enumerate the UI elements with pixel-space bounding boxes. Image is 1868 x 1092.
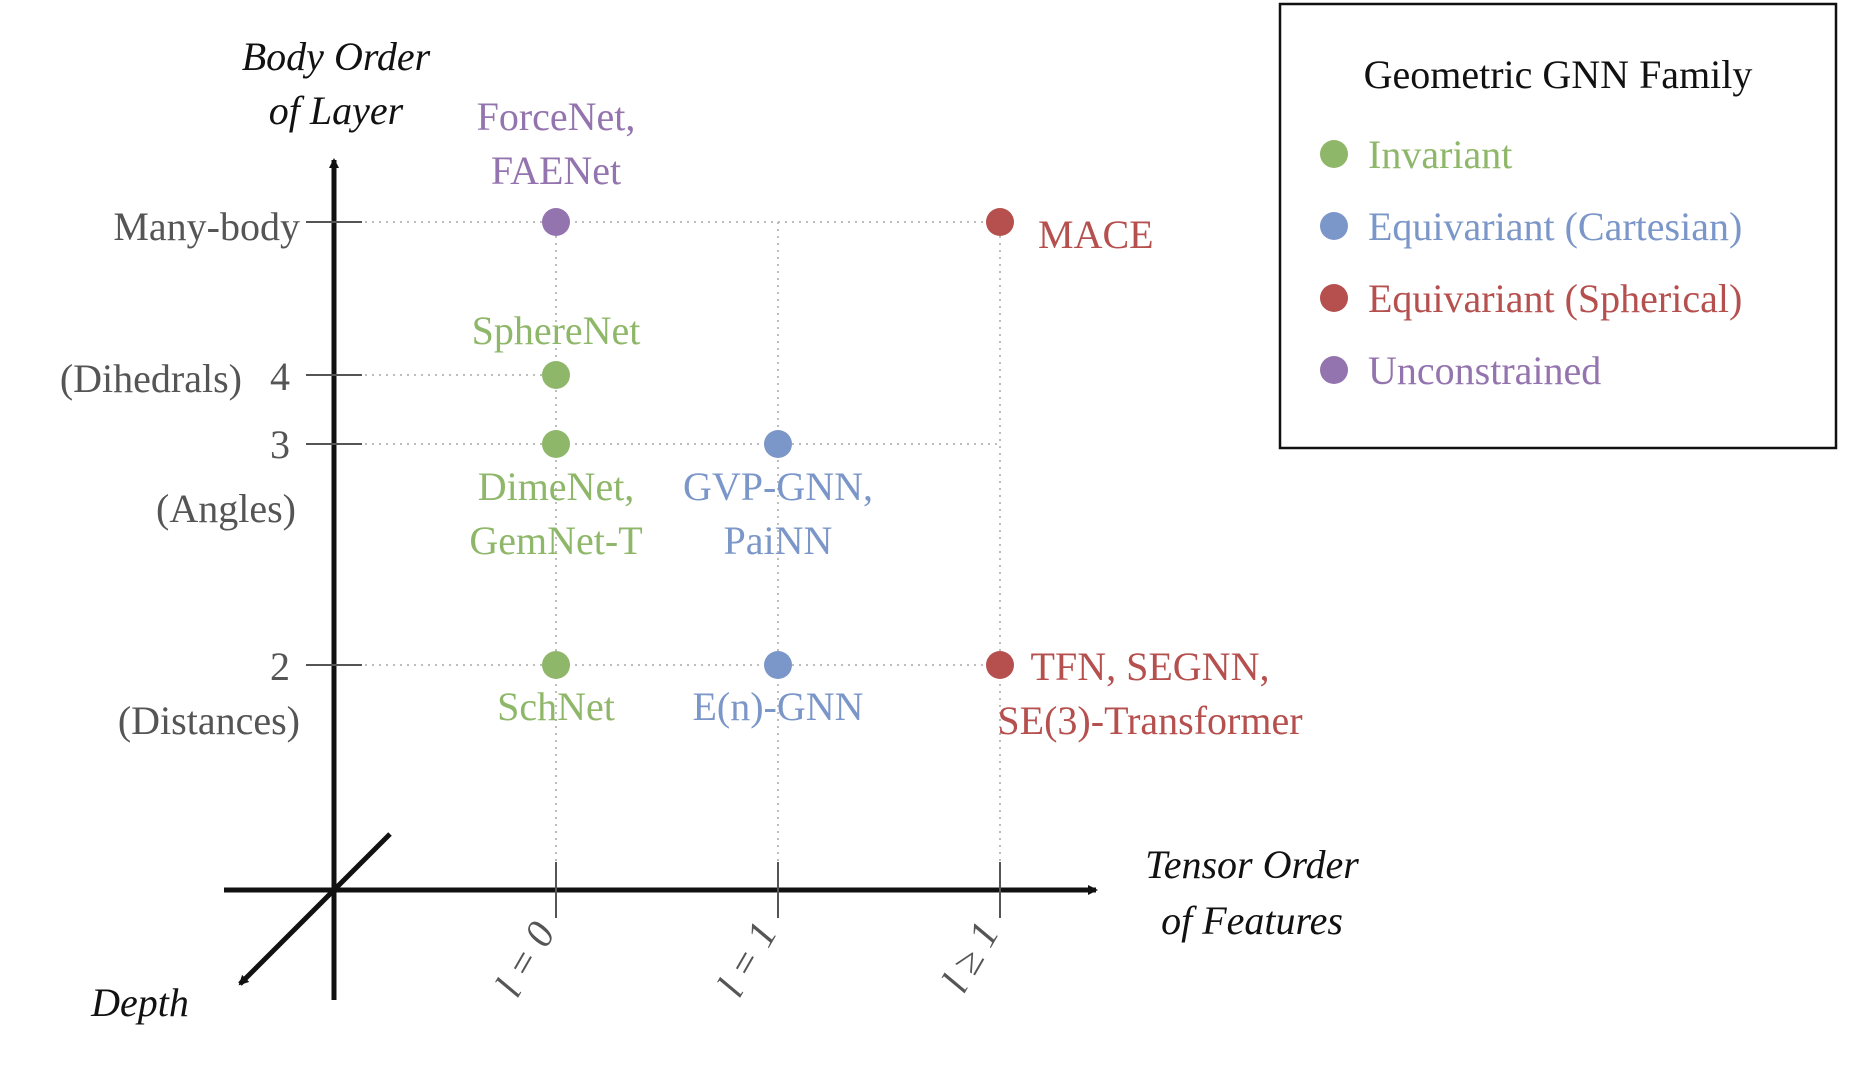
data-points: ForceNet, FAENet SphereNet DimeNet, GemNet-T… <box>469 94 1302 743</box>
grid <box>330 221 1002 888</box>
data-point-invariant <box>542 361 570 389</box>
legend-swatch-cartesian <box>1320 212 1348 240</box>
axes <box>224 158 1098 1000</box>
data-point-label: E(n)-GNN <box>692 684 863 729</box>
legend-swatch-invariant <box>1320 140 1348 168</box>
x-tick-label-lge1: l ≥ 1 <box>932 914 1008 1000</box>
data-point-label: SchNet <box>497 684 615 729</box>
data-point-label: SE(3)-Transformer <box>997 698 1302 743</box>
data-point-label: GVP-GNN, <box>683 464 873 509</box>
x-tick-label-l1: l = 1 <box>708 914 786 1004</box>
y-tick-label-many-body: Many-body <box>113 204 300 249</box>
y-tick-label-2-sub: (Distances) <box>118 698 300 743</box>
legend-swatch-unconstrained <box>1320 356 1348 384</box>
legend-label-invariant: Invariant <box>1368 132 1512 177</box>
depth-axis <box>238 832 392 986</box>
data-point-cartesian <box>764 651 792 679</box>
x-axis-title-line1: Tensor Order <box>1145 842 1359 887</box>
data-point-cartesian <box>764 430 792 458</box>
y-tick-label-2: 2 <box>270 644 290 689</box>
data-point-label: PaiNN <box>724 518 833 563</box>
data-point-label: ForceNet, <box>477 94 636 139</box>
legend-items: Invariant Equivariant (Cartesian) Equivari… <box>1320 132 1742 393</box>
legend-box <box>1278 2 1838 450</box>
depth-axis-title: Depth <box>90 980 189 1025</box>
y-tick-label-4: 4 <box>270 354 290 399</box>
data-point-label: TFN, SEGNN, <box>1031 644 1270 689</box>
legend-title: Geometric GNN Family <box>1364 52 1753 97</box>
legend-label-spherical: Equivariant (Spherical) <box>1368 276 1742 321</box>
legend: Geometric GNN Family Invariant Equivarian… <box>1278 2 1838 450</box>
y-axis-title-line2: of Layer <box>269 88 404 133</box>
data-point-spherical <box>986 208 1014 236</box>
data-point-invariant <box>542 430 570 458</box>
data-point-label: FAENet <box>491 148 621 193</box>
y-tick-label-3: 3 <box>270 422 290 467</box>
data-point-label: SphereNet <box>472 308 641 353</box>
data-point-label: MACE <box>1038 212 1154 257</box>
legend-label-cartesian: Equivariant (Cartesian) <box>1368 204 1742 249</box>
y-tick-label-3-sub: (Angles) <box>156 486 296 531</box>
x-axis-title-line2: of Features <box>1161 898 1343 943</box>
y-tick-label-4-sub: (Dihedrals) <box>60 356 242 401</box>
data-point-label: GemNet-T <box>469 518 642 563</box>
y-axis-title-line1: Body Order <box>242 34 431 79</box>
data-point-unconstrained <box>542 208 570 236</box>
legend-swatch-spherical <box>1320 284 1348 312</box>
data-point-spherical <box>986 651 1014 679</box>
x-tick-label-l0: l = 0 <box>486 914 564 1004</box>
data-point-invariant <box>542 651 570 679</box>
ticks <box>306 221 1001 918</box>
data-point-label: DimeNet, <box>478 464 635 509</box>
legend-label-unconstrained: Unconstrained <box>1368 348 1601 393</box>
